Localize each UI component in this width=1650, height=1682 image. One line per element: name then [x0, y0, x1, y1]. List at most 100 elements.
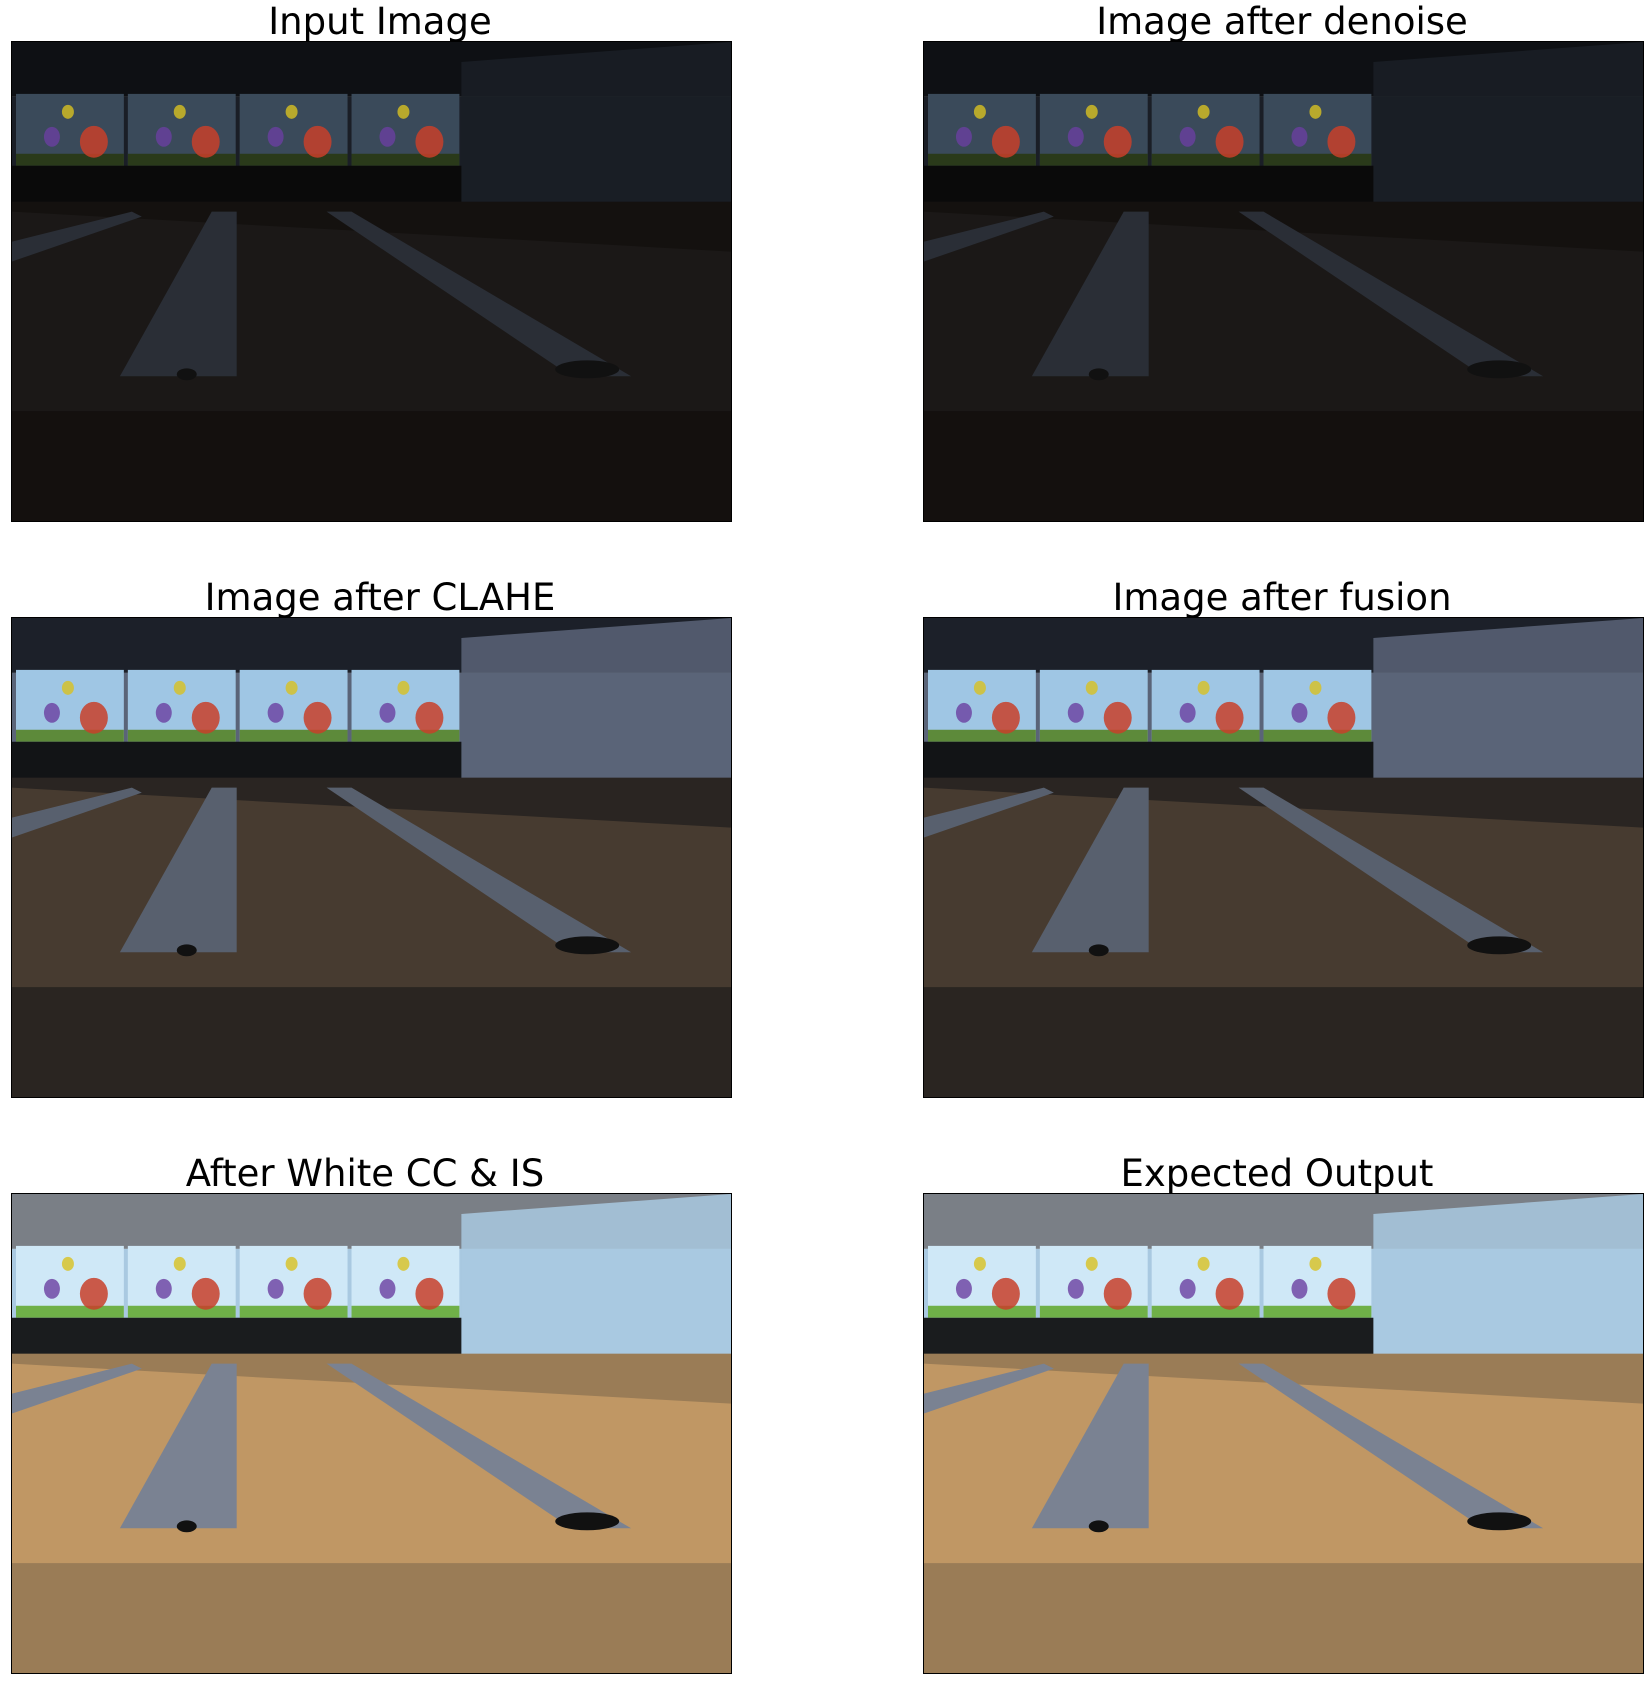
balloon [303, 701, 332, 734]
banner-grass [927, 1305, 1036, 1318]
balloon [1327, 1277, 1356, 1310]
balloon [991, 1277, 1020, 1310]
gutter-right [1238, 211, 1544, 377]
gutter-far-left [12, 1363, 142, 1414]
approach [924, 987, 1643, 1097]
banner-grass [15, 1305, 124, 1318]
banner-grass [1039, 153, 1148, 166]
balloon [1085, 104, 1098, 119]
approach [12, 987, 731, 1097]
panel-title: Input Image [268, 0, 492, 43]
gutter-right [326, 211, 632, 377]
balloon [285, 1256, 298, 1271]
balloon [1179, 126, 1196, 147]
scene-graphic [924, 618, 1643, 1097]
banner-grass [239, 1305, 348, 1318]
balloon [1197, 104, 1210, 119]
balloon [1327, 701, 1356, 734]
banner-grass [1263, 1305, 1372, 1318]
banner-grass [127, 153, 236, 166]
balloon [303, 1277, 332, 1310]
ball-return [1467, 936, 1532, 955]
banner-grass [15, 729, 124, 742]
ball-return [1088, 368, 1109, 381]
balloon [303, 125, 332, 158]
balloon [285, 104, 298, 119]
balloon [61, 104, 74, 119]
balloon [955, 126, 972, 147]
gutter-far-left [12, 211, 142, 262]
ball-return [555, 936, 620, 955]
scene-graphic [924, 1194, 1643, 1673]
balloon [173, 104, 186, 119]
banner-grass [351, 1305, 460, 1318]
balloon [379, 702, 396, 723]
banner-grass [1039, 729, 1148, 742]
gutter-right [1238, 1363, 1544, 1529]
balloon [1215, 1277, 1244, 1310]
panel-clahe: Image after CLAHE [0, 576, 760, 1106]
scene-graphic [924, 42, 1643, 521]
banner-grass [351, 729, 460, 742]
banner-grass [1263, 153, 1372, 166]
gutter-right [326, 1363, 632, 1529]
gutter-left [119, 787, 237, 953]
balloon [1327, 125, 1356, 158]
fusion-image [923, 617, 1644, 1098]
ball-return [176, 368, 197, 381]
ball-return [1467, 1512, 1532, 1531]
balloon [267, 126, 284, 147]
balloon [1085, 1256, 1098, 1271]
balloon [267, 702, 284, 723]
panel-title: Image after CLAHE [204, 576, 556, 619]
balloon [1291, 126, 1308, 147]
balloon [43, 126, 60, 147]
balloon [191, 125, 220, 158]
balloon [79, 125, 108, 158]
balloon [1179, 1278, 1196, 1299]
balloon [1291, 702, 1308, 723]
ball-return [1467, 360, 1532, 379]
balloon [379, 1278, 396, 1299]
panel-title: Image after denoise [1096, 0, 1468, 43]
balloon [155, 1278, 172, 1299]
balloon [991, 701, 1020, 734]
balloon [191, 701, 220, 734]
scene-graphic [12, 42, 731, 521]
balloon [61, 1256, 74, 1271]
balloon [415, 125, 444, 158]
balloon [1067, 126, 1084, 147]
pin-deck [924, 741, 1374, 782]
approach [924, 1563, 1643, 1673]
balloon [379, 126, 396, 147]
balloon [1179, 702, 1196, 723]
balloon [173, 1256, 186, 1271]
banner-grass [127, 1305, 236, 1318]
gutter-left [1031, 1363, 1149, 1529]
gutter-left [1031, 211, 1149, 377]
balloon [973, 1256, 986, 1271]
panel-fusion: Image after fusion [912, 576, 1650, 1106]
balloon [1309, 680, 1322, 695]
balloon [191, 1277, 220, 1310]
pin-deck [924, 165, 1374, 206]
balloon [1309, 104, 1322, 119]
banner-grass [15, 153, 124, 166]
gutter-left [119, 211, 237, 377]
banner-grass [1151, 729, 1260, 742]
ball-return [1088, 944, 1109, 957]
expected-image [923, 1193, 1644, 1674]
panel-title: After White CC & IS [185, 1152, 545, 1195]
balloon [1215, 125, 1244, 158]
gutter-far-left [924, 1363, 1054, 1414]
banner-grass [1151, 1305, 1260, 1318]
banner-grass [239, 729, 348, 742]
approach [12, 411, 731, 521]
balloon [155, 126, 172, 147]
balloon [415, 701, 444, 734]
balloon [397, 104, 410, 119]
banner-grass [1151, 153, 1260, 166]
balloon [415, 1277, 444, 1310]
pin-deck [924, 1317, 1374, 1358]
banner-grass [239, 153, 348, 166]
